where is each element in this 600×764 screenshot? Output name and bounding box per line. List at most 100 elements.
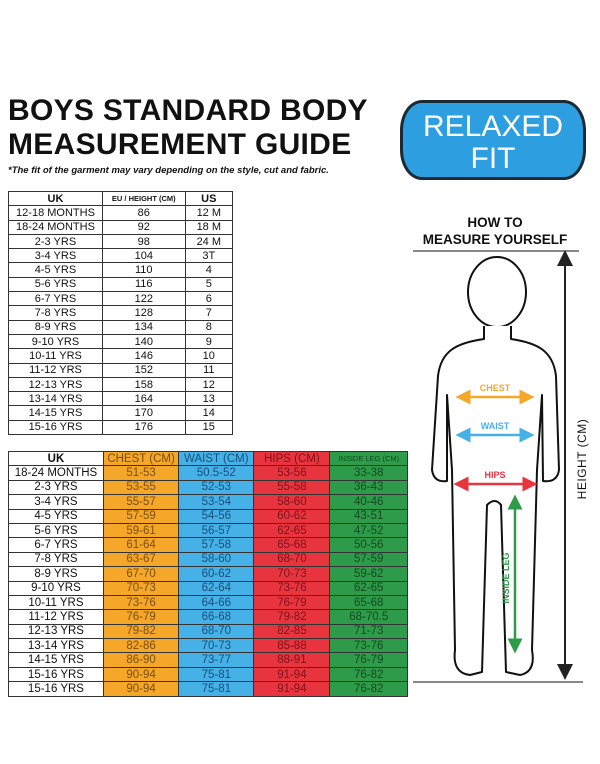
- table-cell: 2-3 YRS: [8, 233, 103, 250]
- title-line-2: MEASUREMENT GUIDE: [8, 128, 352, 161]
- table-cell: 6-7 YRS: [8, 291, 103, 307]
- size-conversion-table: UK EU / HEIGHT (CM) US 12-18 MONTHS 86 12 M 18…: [8, 190, 234, 436]
- divider: [413, 250, 579, 252]
- table-cell: 51-53: [102, 465, 180, 481]
- table-row: 13-14 YRS 82-86 70-73 85-88 73-76: [8, 638, 408, 654]
- table-cell: 12-18 MONTHS: [8, 205, 103, 221]
- table-cell: 59-62: [329, 566, 408, 582]
- table-row: 12-13 YRS 79-82 68-70 82-85 71-73: [8, 623, 408, 640]
- column-header: US: [184, 190, 234, 207]
- table-cell: 86: [101, 205, 186, 221]
- table-cell: 61-64: [102, 537, 180, 553]
- table-cell: 62-64: [178, 580, 255, 596]
- table-cell: 76-79: [253, 594, 331, 611]
- table-header-row: UK EU / HEIGHT (CM) US: [8, 190, 234, 207]
- table-row: 13-14 YRS 164 13: [8, 391, 234, 407]
- table-cell: 5-6 YRS: [8, 276, 103, 293]
- table-cell: 43-51: [329, 508, 408, 524]
- table-row: 10-11 YRS 146 10: [8, 348, 234, 364]
- table-cell: 88-91: [253, 652, 331, 668]
- table-cell: 4-5 YRS: [8, 262, 103, 278]
- table-row: 5-6 YRS 59-61 56-57 62-65 47-52: [8, 522, 408, 539]
- table-cell: 11-12 YRS: [8, 362, 103, 378]
- table-cell: 9-10 YRS: [8, 333, 103, 350]
- inside-leg-label: INSIDE LEG: [501, 552, 511, 603]
- table-cell: 98: [101, 233, 186, 250]
- table-cell: 70-73: [178, 638, 255, 654]
- table-cell: 7-8 YRS: [8, 305, 103, 321]
- figure-head: [467, 256, 527, 328]
- table-cell: 12-13 YRS: [8, 376, 103, 393]
- table-row: 3-4 YRS 104 3T: [8, 248, 234, 264]
- table-row: 8-9 YRS 134 8: [8, 319, 234, 335]
- table-cell: 24 M: [184, 233, 234, 250]
- table-cell: 92: [101, 219, 186, 235]
- table-cell: 18-24 MONTHS: [8, 465, 104, 481]
- table-row: 7-8 YRS 63-67 58-60 68-70 57-59: [8, 551, 408, 568]
- waist-label: WAIST: [481, 421, 510, 431]
- table-cell: 73-76: [253, 580, 331, 596]
- table-cell: 15-16 YRS: [8, 681, 104, 697]
- table-row: 5-6 YRS 116 5: [8, 276, 234, 293]
- table-cell: 71-73: [329, 623, 408, 640]
- table-cell: 62-65: [253, 522, 331, 539]
- table-cell: 79-82: [253, 609, 331, 625]
- table-row: 14-15 YRS 86-90 73-77 88-91 76-79: [8, 652, 408, 668]
- table-row: 12-18 MONTHS 86 12 M: [8, 205, 234, 221]
- how-to-heading: HOW TO MEASURE YOURSELF: [405, 214, 585, 248]
- table-row: 18-24 MONTHS 51-53 50.5-52 53-56 33-38: [8, 465, 408, 481]
- table-cell: 73-77: [178, 652, 255, 668]
- table-cell: 76-79: [102, 609, 180, 625]
- howto-line-2: MEASURE YOURSELF: [422, 232, 568, 247]
- table-cell: 85-88: [253, 638, 331, 654]
- table-row: 6-7 YRS 122 6: [8, 291, 234, 307]
- table-cell: 36-43: [329, 479, 408, 496]
- table-cell: 134: [101, 319, 186, 335]
- table-cell: 12: [184, 376, 234, 393]
- table-cell: 68-70: [253, 551, 331, 568]
- page-title: BOYS STANDARD BODY MEASUREMENT GUIDE: [8, 94, 368, 162]
- column-header: HIPS (CM): [253, 450, 331, 467]
- figure-body: [431, 326, 560, 676]
- table-cell: 60-62: [178, 566, 255, 582]
- table-cell: 62-65: [329, 580, 408, 596]
- table-cell: 176: [101, 419, 186, 436]
- table-cell: 70-73: [253, 566, 331, 582]
- table-row: 15-16 YRS 176 15: [8, 419, 234, 436]
- table-cell: 6-7 YRS: [8, 537, 104, 553]
- table-row: 15-16 YRS 90-94 75-81 91-94 76-82: [8, 681, 408, 697]
- table-cell: 12 M: [184, 205, 234, 221]
- howto-line-1: HOW TO: [467, 215, 523, 230]
- table-cell: 86-90: [102, 652, 180, 668]
- table-cell: 91-94: [253, 681, 331, 697]
- badge-line-2: FIT: [470, 142, 516, 175]
- table-cell: 8-9 YRS: [8, 566, 104, 582]
- table-cell: 53-56: [253, 465, 331, 481]
- table-cell: 70-73: [102, 580, 180, 596]
- table-cell: 110: [101, 262, 186, 278]
- table-cell: 60-62: [253, 508, 331, 524]
- chest-label: CHEST: [480, 383, 511, 393]
- table-row: 9-10 YRS 70-73 62-64 73-76 62-65: [8, 580, 408, 596]
- table-cell: 15: [184, 419, 234, 436]
- table-cell: 55-57: [102, 494, 180, 510]
- title-line-1: BOYS STANDARD BODY: [8, 94, 368, 127]
- table-cell: 18-24 MONTHS: [8, 219, 103, 235]
- table-cell: 18 M: [184, 219, 234, 235]
- table-cell: 10-11 YRS: [8, 348, 103, 364]
- table-row: 11-12 YRS 152 11: [8, 362, 234, 378]
- table-row: 15-16 YRS 90-94 75-81 91-94 76-82: [8, 666, 408, 683]
- table-row: 12-13 YRS 158 12: [8, 376, 234, 393]
- table-row: 3-4 YRS 55-57 53-54 58-60 40-46: [8, 494, 408, 510]
- column-header: EU / HEIGHT (CM): [101, 190, 186, 207]
- table-row: 18-24 MONTHS 92 18 M: [8, 219, 234, 235]
- table-cell: 57-59: [102, 508, 180, 524]
- table-cell: 58-60: [253, 494, 331, 510]
- table-cell: 73-76: [329, 638, 408, 654]
- ground-line: [413, 681, 583, 683]
- table-cell: 76-79: [329, 652, 408, 668]
- body-measurement-table: UK CHEST (CM) WAIST (CM) HIPS (CM) INSIDE LE…: [8, 450, 408, 697]
- table-cell: 56-57: [178, 522, 255, 539]
- relaxed-fit-badge: RELAXED FIT: [400, 100, 586, 180]
- table-cell: 82-86: [102, 638, 180, 654]
